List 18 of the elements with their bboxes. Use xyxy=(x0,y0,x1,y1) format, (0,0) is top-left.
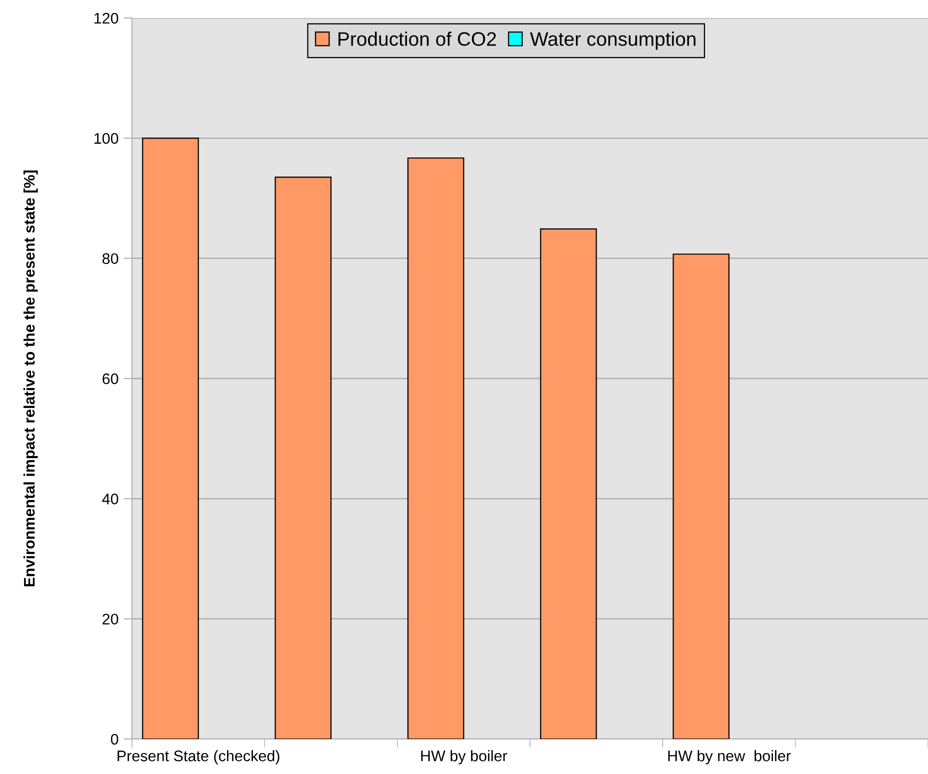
bar xyxy=(274,176,332,739)
x-tick-label: Present State (checked) xyxy=(118,750,280,764)
bar xyxy=(142,138,199,739)
y-tick-label: 40 xyxy=(102,494,118,504)
x-tick-label: HW by new boiler xyxy=(668,750,791,764)
y-axis-title: Environmental impact relative to the the present state [%] xyxy=(24,170,38,586)
y-tick-label: 120 xyxy=(94,12,118,24)
y-tick-label: 80 xyxy=(102,253,118,264)
x-tick-label: HW by boiler xyxy=(421,750,508,764)
legend-label: Production of CO2 xyxy=(338,32,496,46)
y-tick-label: 100 xyxy=(94,133,118,144)
y-tick-label: 20 xyxy=(102,614,118,625)
y-tick-label: 60 xyxy=(102,373,118,384)
bar xyxy=(672,254,730,739)
bar xyxy=(540,228,597,739)
y-tick-label: 0 xyxy=(110,734,118,745)
legend-label: Water consumption xyxy=(530,32,696,50)
bar xyxy=(407,157,464,739)
